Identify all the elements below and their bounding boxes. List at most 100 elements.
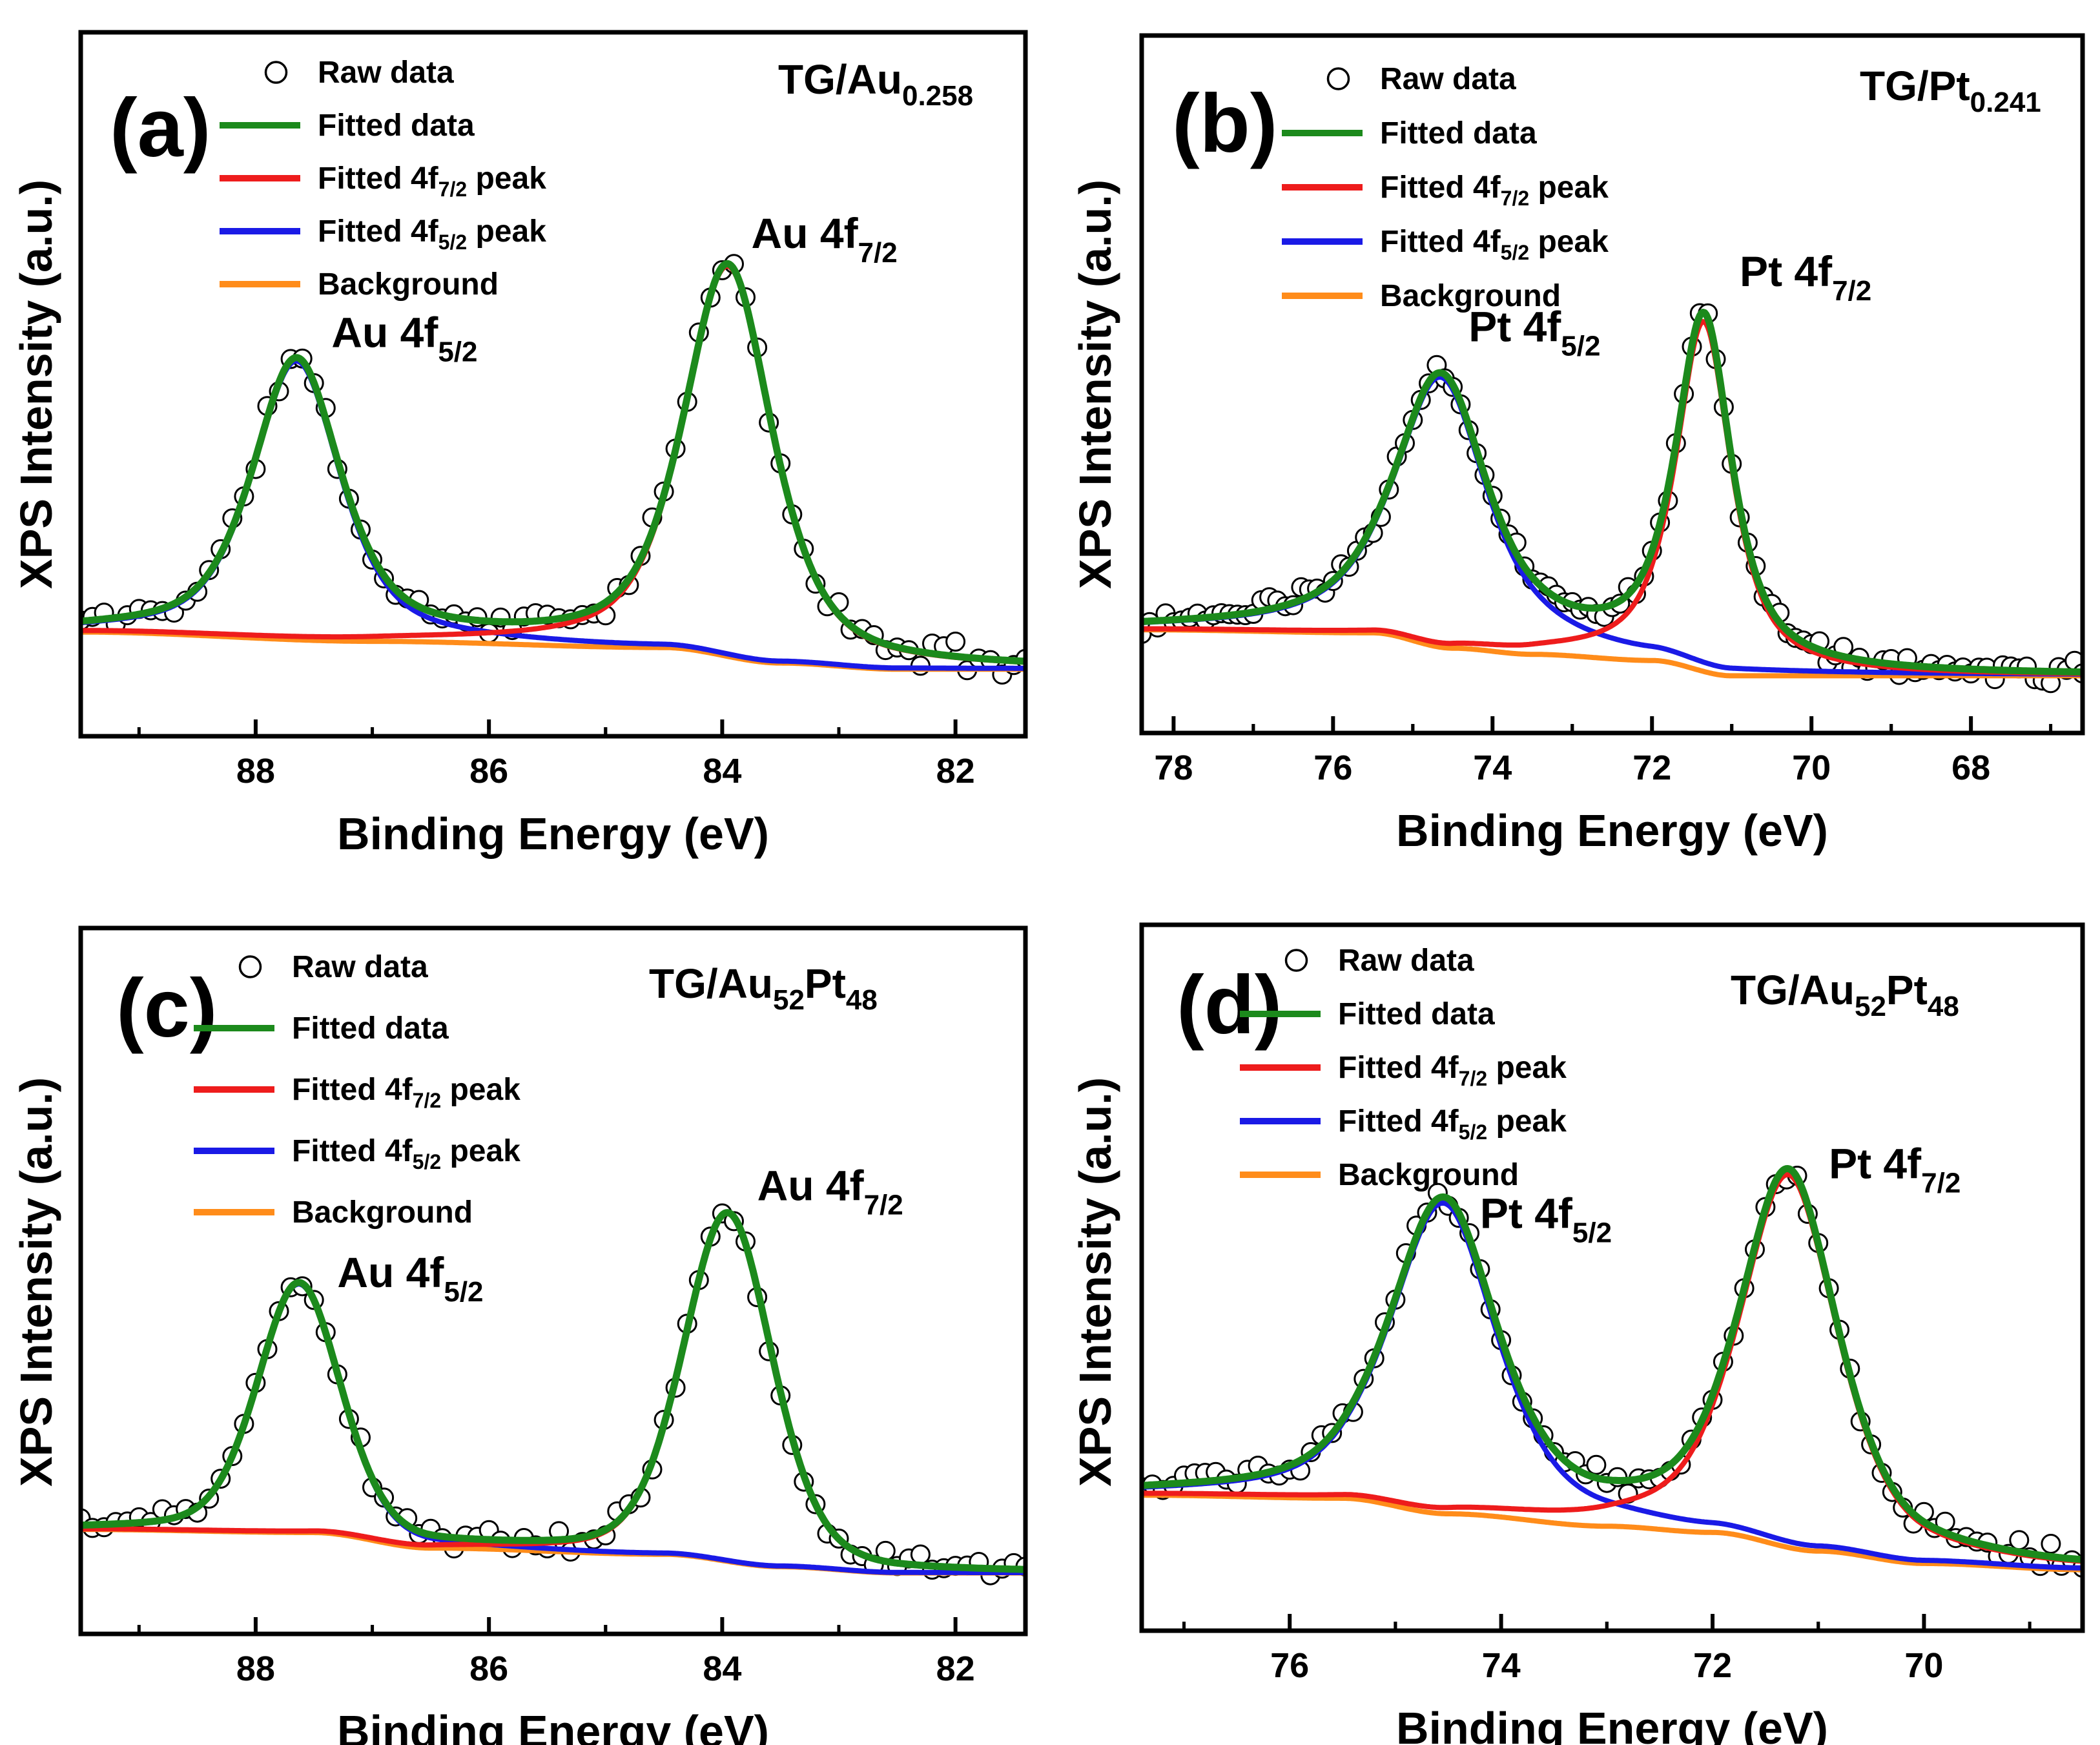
sample-label: TG/Au52Pt48	[1731, 967, 1959, 1022]
x-axis-label: Binding Energy (eV)	[337, 809, 769, 859]
chart-panel: 76 74 72 70 Binding Energy (eV) XPS Intensity…	[1070, 922, 2085, 1745]
y-axis-label: XPS Intensity (a.u.)	[11, 1077, 61, 1487]
legend-item-raw: Raw data	[1284, 944, 1474, 978]
x-tick-label: 82	[936, 752, 975, 790]
x-tick-label: 70	[1792, 749, 1831, 787]
peak-annotation: Pt 4f7/2	[1740, 247, 1871, 307]
legend-item-bg: Background	[1282, 279, 1561, 313]
peak-annotation: Au 4f5/2	[337, 1248, 483, 1308]
legend-item-p52: Fitted 4f5/2 peak	[1240, 1104, 1567, 1144]
legend-label: Fitted 4f7/2 peak	[1380, 170, 1609, 210]
plot-frame	[1139, 33, 2085, 736]
fitted-data-curve	[1142, 309, 2083, 676]
panel-label: (a)	[110, 82, 211, 174]
legend-item-raw: Raw data	[264, 56, 454, 90]
sample-label: TG/Au52Pt48	[649, 960, 878, 1016]
x-tick-label: 86	[469, 1649, 508, 1688]
peak-annotation: Pt 4f5/2	[1468, 302, 1600, 362]
legend-label: Fitted data	[1380, 116, 1537, 150]
legend-item-p72: Fitted 4f7/2 peak	[1282, 170, 1609, 210]
legend-item-bg: Background	[220, 267, 499, 302]
legend-item-fit: Fitted data	[1240, 997, 1495, 1031]
legend-item-bg: Background	[194, 1195, 473, 1230]
raw-data-point	[1586, 1454, 1607, 1475]
legend-label: Raw data	[292, 950, 428, 984]
raw-data-point	[2009, 1530, 2030, 1551]
x-axis-label: Binding Energy (eV)	[1396, 1703, 1828, 1745]
x-axis-label: Binding Energy (eV)	[337, 1706, 769, 1745]
x-tick-label: 76	[1313, 749, 1352, 787]
x-tick-label: 84	[703, 1649, 741, 1688]
legend-item-bg: Background	[1240, 1158, 1519, 1192]
peak-annotation: Au 4f7/2	[752, 209, 898, 269]
legend-item-p72: Fitted 4f7/2 peak	[1240, 1051, 1567, 1090]
sample-label: TG/Au0.258	[778, 56, 973, 112]
x-tick-label: 68	[1951, 749, 1990, 787]
fitted-data-curve	[1142, 1165, 2083, 1564]
x-axis-label: Binding Energy (eV)	[1396, 805, 1828, 856]
sample-label: TG/Pt0.241	[1860, 63, 2041, 118]
plot-frame	[1139, 922, 2085, 1633]
fitted-data-curve	[81, 1209, 1025, 1573]
panel-label: (d)	[1177, 959, 1282, 1051]
raw-data-series	[1142, 1166, 2083, 1578]
legend-label: Raw data	[318, 56, 454, 90]
legend-raw-marker	[1326, 67, 1350, 90]
fitted-4f72-peak-curve	[1142, 1172, 2083, 1564]
legend-item-p52: Fitted 4f5/2 peak	[194, 1134, 520, 1173]
peak-annotation: Au 4f5/2	[331, 308, 477, 367]
plot-frame	[78, 925, 1028, 1637]
x-tick-label: 74	[1473, 749, 1512, 787]
x-tick-label: 74	[1482, 1646, 1521, 1685]
legend-item-p52: Fitted 4f5/2 peak	[220, 214, 546, 254]
legend-item-fit: Fitted data	[194, 1011, 449, 1046]
legend-label: Fitted data	[1338, 997, 1495, 1031]
fitted-4f72-peak-curve	[81, 263, 1025, 665]
legend-label: Fitted data	[318, 108, 475, 143]
x-tick-label: 88	[236, 1649, 275, 1688]
legend-raw-marker	[1284, 949, 1308, 972]
legend-item-p72: Fitted 4f7/2 peak	[194, 1073, 520, 1112]
x-tick-label: 72	[1693, 1646, 1732, 1685]
legend-label: Fitted 4f5/2 peak	[1338, 1104, 1567, 1144]
x-tick-label: 78	[1154, 749, 1193, 787]
y-axis-label: XPS Intensity (a.u.)	[11, 180, 61, 589]
legend-item-fit: Fitted data	[1282, 116, 1537, 150]
chart-panel: 88 86 84 82 Binding Energy (eV) XPS Intensity…	[11, 925, 1028, 1745]
legend-label: Fitted 4f7/2 peak	[318, 161, 546, 201]
panel-label: (c)	[116, 962, 217, 1055]
fitted-data-curve	[81, 260, 1025, 665]
legend-item-p72: Fitted 4f7/2 peak	[220, 161, 546, 201]
plot-frame	[78, 30, 1028, 739]
legend-label: Background	[1380, 279, 1561, 313]
x-tick-label: 86	[469, 752, 508, 790]
raw-data-point	[2041, 1534, 2061, 1554]
raw-data-series	[81, 1203, 1025, 1585]
legend-label: Fitted 4f7/2 peak	[1338, 1051, 1567, 1090]
background-curve	[1142, 1492, 2083, 1573]
legend-item-raw: Raw data	[1326, 62, 1516, 96]
x-tick-label: 88	[236, 752, 275, 790]
x-tick-label: 84	[703, 752, 741, 790]
legend-label: Background	[318, 267, 499, 302]
chart-panel: 88 86 84 82 Binding Energy (eV) XPS Intensity…	[11, 30, 1028, 859]
peak-annotation: Pt 4f5/2	[1480, 1190, 1612, 1249]
raw-data-point	[910, 1544, 931, 1565]
legend-label: Fitted 4f5/2 peak	[318, 214, 546, 254]
legend-label: Raw data	[1380, 62, 1516, 96]
legend-label: Raw data	[1338, 944, 1474, 978]
peak-annotation: Pt 4f7/2	[1829, 1140, 1961, 1199]
legend-label: Background	[1338, 1158, 1519, 1192]
fitted-4f72-peak-curve	[81, 1211, 1025, 1573]
raw-data-point	[945, 632, 966, 652]
x-tick-label: 82	[936, 1649, 975, 1688]
legend-label: Fitted 4f7/2 peak	[292, 1073, 520, 1112]
x-tick-label: 72	[1632, 749, 1671, 787]
legend-label: Fitted 4f5/2 peak	[1380, 225, 1609, 264]
y-axis-label: XPS Intensity (a.u.)	[1070, 180, 1120, 589]
legend-raw-marker	[264, 61, 288, 84]
legend-label: Fitted 4f5/2 peak	[292, 1134, 520, 1173]
panel-label: (b)	[1172, 77, 1277, 170]
legend-item-fit: Fitted data	[220, 108, 475, 143]
